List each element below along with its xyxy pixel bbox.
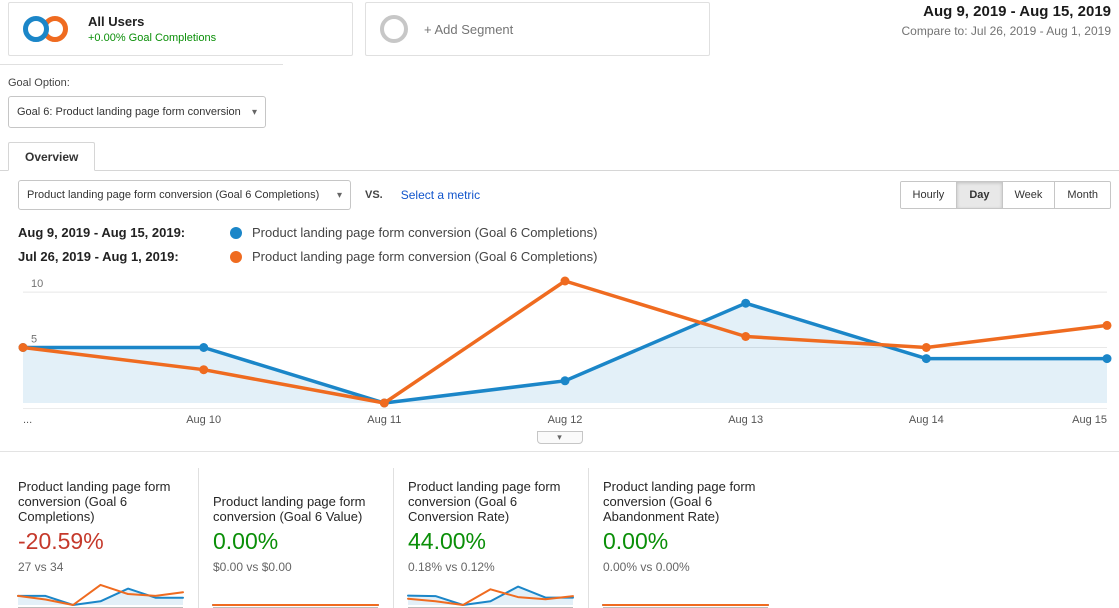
main-chart-x-axis: ... Aug 10 Aug 11 Aug 12 Aug 13 Aug 14 Aug 15 [23, 414, 1107, 430]
explorer-toolbar: Product landing page form conversion (Go… [18, 180, 1111, 210]
segment-subtitle: +0.00% Goal Completions [88, 32, 217, 44]
x-tick-label: Aug 15 [1072, 414, 1107, 426]
granularity-week-button[interactable]: Week [1001, 182, 1055, 208]
metric-selected-value: Product landing page form conversion (Go… [27, 189, 320, 201]
granularity-month-button[interactable]: Month [1054, 182, 1110, 208]
date-range-selector[interactable]: Aug 9, 2019 - Aug 15, 2019 [923, 3, 1111, 20]
tab-overview-label: Overview [25, 149, 79, 164]
x-tick-label: Aug 11 [367, 414, 402, 426]
scorecard-divider [198, 468, 199, 608]
scorecard-title: Product landing page form conversion (Go… [408, 479, 561, 524]
scorecard-title: Product landing page form conversion (Go… [603, 479, 756, 524]
legend-row-previous: Jul 26, 2019 - Aug 1, 2019: Product land… [18, 249, 1119, 264]
metric-select[interactable]: Product landing page form conversion (Go… [18, 180, 351, 210]
scorecard-sparkline [602, 580, 769, 608]
goal-option-select[interactable]: Goal 6: Product landing page form conver… [8, 96, 266, 128]
add-segment-label: + Add Segment [424, 21, 514, 37]
svg-text:5: 5 [31, 334, 37, 346]
scorecard-value: -20.59% [18, 528, 104, 554]
legend-dot-current [230, 226, 242, 239]
legend-range-current: Aug 9, 2019 - Aug 15, 2019: [18, 225, 186, 240]
chevron-down-icon: ▾ [557, 432, 562, 442]
legend-metric-current: Product landing page form conversion (Go… [252, 225, 598, 240]
x-tick-label: Aug 14 [908, 414, 944, 426]
select-a-metric-link[interactable]: Select a metric [400, 188, 481, 202]
svg-text:10: 10 [31, 278, 43, 290]
goal-option-section: Goal Option: Goal 6: Product landing pag… [0, 65, 1119, 128]
date-range-box: Aug 9, 2019 - Aug 15, 2019 Compare to: J… [902, 2, 1113, 56]
compare-label: Compare to: [901, 24, 968, 38]
scorecard-conversion-rate: Product landing page form conversion (Go… [407, 468, 576, 608]
chart-handle-row: ▾ [0, 431, 1119, 444]
legend-row-current: Aug 9, 2019 - Aug 15, 2019: Product land… [18, 225, 1119, 240]
compare-range: Jul 26, 2019 - Aug 1, 2019 [970, 24, 1111, 38]
x-tick-label: Aug 12 [547, 414, 583, 426]
vs-label: VS. [365, 189, 383, 201]
scorecard-value: 0.00% [603, 528, 669, 554]
segment-card-all-users[interactable]: All Users +0.00% Goal Completions [8, 2, 353, 56]
segment-meta: All Users +0.00% Goal Completions [88, 14, 216, 44]
scorecard-sparkline [17, 580, 184, 608]
segments-venn-icon [23, 16, 68, 42]
segments-row: All Users +0.00% Goal Completions + Add … [8, 2, 710, 56]
header: All Users +0.00% Goal Completions + Add … [0, 0, 1119, 56]
chart-legend: Aug 9, 2019 - Aug 15, 2019: Product land… [18, 225, 1119, 264]
scorecard-divider [393, 468, 394, 608]
scorecard-sparkline [212, 580, 379, 608]
main-chart-plot[interactable]: 5 10 [18, 273, 1112, 409]
legend-dot-previous [230, 250, 242, 263]
x-tick-label: Aug 10 [186, 414, 222, 426]
scorecard-goal-value: Product landing page form conversion (Go… [212, 468, 381, 608]
blue-circle-icon [23, 16, 49, 42]
scorecard-value: 0.00% [213, 528, 279, 554]
scorecard-comparison: 27 vs 34 [18, 560, 64, 574]
legend-metric-previous: Product landing page form conversion (Go… [252, 249, 598, 264]
x-tick-label: Aug 13 [728, 414, 764, 426]
scorecards-row: Product landing page form conversion (Go… [0, 452, 1119, 608]
x-tick-label: ... [23, 414, 33, 426]
scorecard-comparison: $0.00 vs $0.00 [213, 560, 292, 574]
segment-title: All Users [88, 14, 145, 29]
granularity-toggle: Hourly Day Week Month [899, 181, 1111, 209]
add-segment-circle-icon [380, 15, 408, 43]
granularity-hourly-button[interactable]: Hourly [900, 182, 957, 208]
tab-bar: Overview [0, 142, 1119, 171]
scorecard-title: Product landing page form conversion (Go… [18, 479, 171, 524]
timeseries-chart: 5 10 ... Aug 10 Aug 11 Aug 12 Aug 13 Aug 14 Aug… [18, 273, 1112, 430]
tab-overview[interactable]: Overview [8, 142, 96, 171]
scorecard-goal-completions: Product landing page form conversion (Go… [17, 468, 186, 608]
scorecard-sparkline [407, 580, 574, 608]
goal-option-label: Goal Option: [8, 77, 70, 89]
scorecard-comparison: 0.18% vs 0.12% [408, 560, 495, 574]
granularity-day-button[interactable]: Day [956, 182, 1002, 208]
goal-option-selected-value: Goal 6: Product landing page form conver… [17, 106, 241, 118]
add-segment-button[interactable]: + Add Segment [365, 2, 710, 56]
scorecard-comparison: 0.00% vs 0.00% [603, 560, 690, 574]
scorecard-abandonment-rate: Product landing page form conversion (Go… [602, 468, 771, 608]
chevron-down-icon: ▾ [251, 106, 257, 118]
scorecard-title: Product landing page form conversion (Go… [213, 494, 366, 524]
scorecard-divider [588, 468, 589, 608]
legend-range-previous: Jul 26, 2019 - Aug 1, 2019: [18, 249, 179, 264]
header-divider [0, 64, 283, 65]
chart-expand-handle[interactable]: ▾ [536, 431, 583, 444]
section-divider [0, 451, 1119, 452]
scorecard-value: 44.00% [408, 528, 487, 554]
compare-date-range: Compare to: Jul 26, 2019 - Aug 1, 2019 [902, 24, 1111, 38]
chevron-down-icon: ▾ [336, 189, 342, 201]
